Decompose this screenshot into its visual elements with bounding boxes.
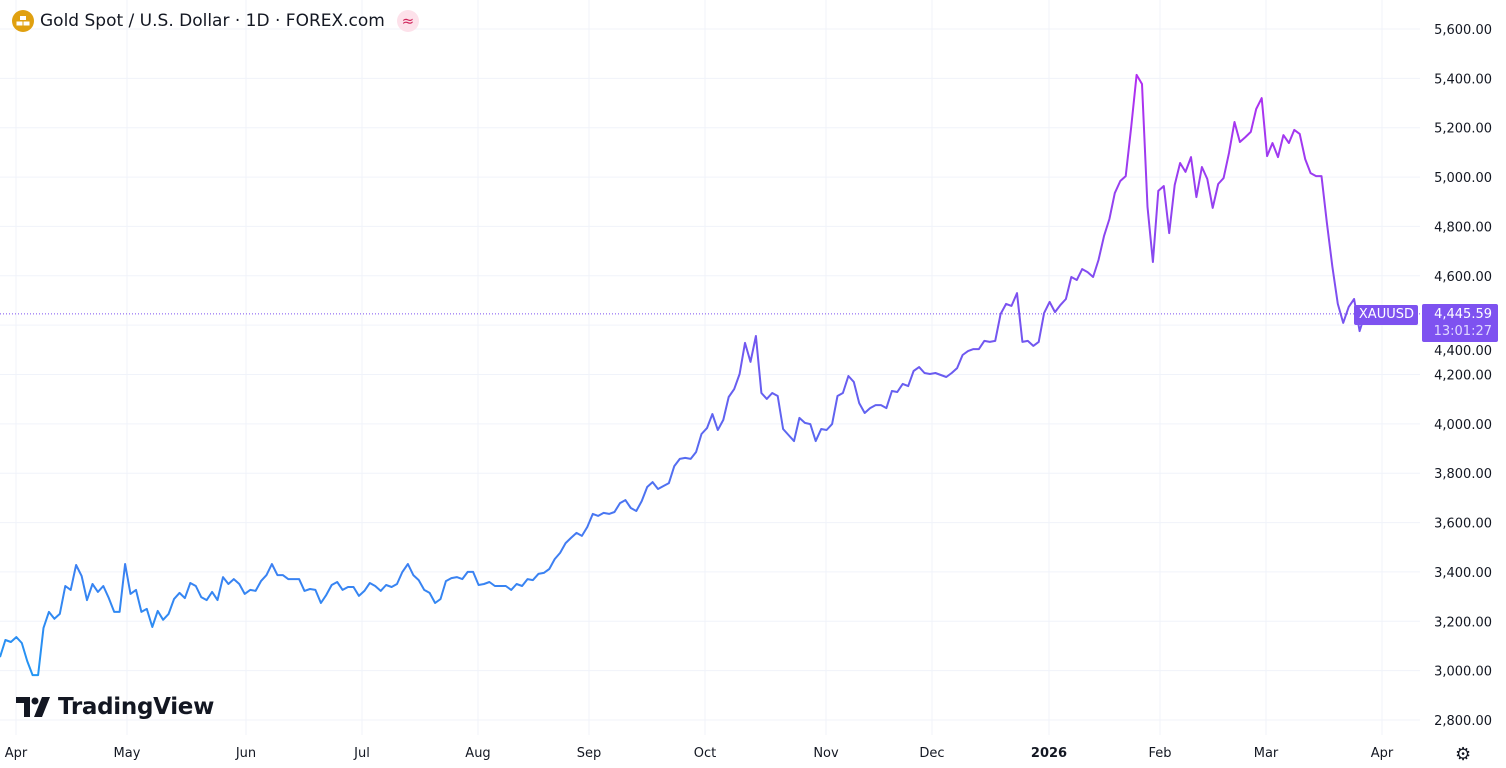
last-price-label: 4,445.59 13:01:27 [1422,304,1498,342]
y-tick-label: 3,000.00 [1434,665,1492,680]
x-tick-label: Jun [235,746,256,761]
chart-header: Gold Spot / U.S. Dollar · 1D · FOREX.com… [12,10,419,32]
y-tick-label: 3,200.00 [1434,615,1492,630]
gear-icon[interactable]: ⚙ [1455,744,1472,765]
y-tick-label: 4,600.00 [1434,270,1492,285]
y-tick-label: 3,800.00 [1434,467,1492,482]
symbol-tag: XAUUSD [1353,305,1418,325]
y-tick-label: 4,000.00 [1434,418,1492,433]
y-tick-label: 5,000.00 [1434,171,1492,186]
y-tick-label: 3,400.00 [1434,566,1492,581]
x-tick-label: 2026 [1031,746,1067,761]
y-tick-label: 5,600.00 [1434,23,1492,38]
tradingview-logo[interactable]: TradingView [16,694,214,720]
x-tick-label: Apr [5,746,28,761]
y-tick-label: 5,200.00 [1434,122,1492,137]
x-tick-label: Oct [694,746,716,761]
x-tick-label: May [114,746,141,761]
y-tick-label: 5,400.00 [1434,72,1492,87]
x-tick-label: Jul [353,746,370,761]
time-axis[interactable]: Apr May Jun Jul Aug Sep Oct Nov Dec 2026 Feb Mar Apr [5,746,1394,761]
last-price: 4,445.59 [1434,307,1492,322]
symbol-title[interactable]: Gold Spot / U.S. Dollar · 1D · FOREX.com [40,11,385,31]
approx-equal-icon[interactable]: ≈ [396,10,419,32]
y-tick-label: 3,600.00 [1434,517,1492,532]
price-line-series [0,73,1366,677]
y-tick-label: 2,800.00 [1434,714,1492,729]
y-tick-label: 4,800.00 [1434,220,1492,235]
logo-text: TradingView [58,694,215,720]
x-tick-label: Sep [577,746,602,761]
x-tick-label: Aug [465,746,490,761]
bar-countdown: 13:01:27 [1433,324,1492,339]
tradingview-mark-icon [16,697,50,717]
x-tick-label: Mar [1254,746,1279,761]
x-tick-label: Apr [1371,746,1394,761]
x-tick-label: Nov [813,746,839,761]
gold-bars-icon [12,10,34,32]
x-tick-label: Feb [1148,746,1171,761]
price-axis[interactable]: 5,600.00 5,400.00 5,200.00 5,000.00 4,800.00… [1434,23,1492,729]
y-tick-label: 4,400.00 [1434,344,1492,359]
y-tick-label: 4,200.00 [1434,369,1492,384]
x-tick-label: Dec [919,746,944,761]
grid [0,0,1420,735]
